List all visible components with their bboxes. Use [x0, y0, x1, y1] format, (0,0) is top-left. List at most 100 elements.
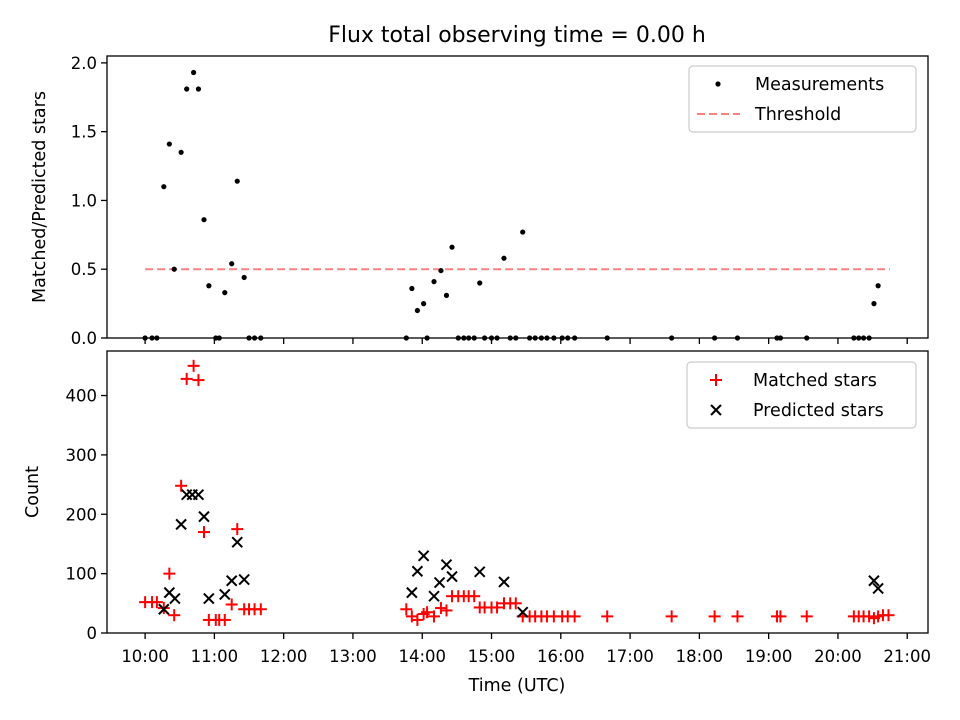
matched-star-point [601, 610, 614, 623]
measurement-point [481, 335, 488, 341]
predicted-star-point [417, 550, 430, 562]
predicted-star-point [868, 575, 880, 587]
measurement-point [149, 335, 155, 341]
measurement-point [461, 335, 467, 341]
ratio-y-axis: 0.0 0.5 1.0 1.5 2.0 [71, 54, 107, 348]
predicted-star-point [406, 586, 418, 599]
ratio-legend: Measurements Threshold [688, 65, 917, 133]
measurement-point [507, 335, 513, 341]
legend-marker-measurements [715, 81, 721, 87]
measurement-point [669, 335, 675, 341]
measurement-point [171, 266, 177, 272]
predicted-star-point [872, 582, 884, 595]
measurement-point [851, 335, 857, 341]
measurement-point [241, 274, 247, 281]
matched-star-point [254, 603, 267, 616]
matched-star-point [180, 372, 193, 385]
predicted-star-point [180, 488, 193, 501]
matched-star-point [665, 610, 678, 623]
matched-star-point [175, 479, 188, 492]
measurement-point [520, 229, 526, 235]
matched-star-point [192, 374, 205, 387]
measurement-point [258, 335, 264, 341]
matched-star-point [400, 603, 413, 616]
measurement-point [191, 69, 197, 76]
counts-y-tick-label: 200 [66, 505, 98, 524]
measurement-point [234, 178, 240, 184]
measurement-point [409, 285, 415, 292]
counts-plot-frame [106, 350, 929, 634]
matched-star-point [509, 597, 522, 610]
measurement-point [466, 335, 472, 341]
measurement-point [712, 335, 718, 341]
predicted-star-point [175, 518, 187, 531]
x-tick-label: 21:00 [883, 647, 931, 666]
matched-star-point [708, 610, 721, 623]
matched-star-point [882, 609, 895, 622]
measurement-point [856, 335, 862, 341]
ratio-y-tick-label: 1.0 [71, 191, 97, 210]
counts-y-tick-label: 100 [66, 565, 98, 584]
predicted-star-point [474, 566, 486, 578]
measurement-point [804, 335, 810, 341]
measurement-point [229, 261, 235, 267]
measurement-point [438, 267, 444, 274]
measurement-point [154, 335, 160, 341]
matched-star-point [150, 596, 163, 609]
predicted-star-point [446, 570, 458, 583]
measurement-point [206, 283, 212, 289]
measurement-point [216, 335, 222, 341]
measurement-point [875, 283, 881, 289]
measurement-point [201, 217, 207, 223]
ratio-y-axis-label: Matched/Predicted stars [30, 91, 50, 303]
measurement-point [222, 290, 228, 296]
predicted-star-point [516, 606, 529, 618]
predicted-star-point [169, 592, 181, 605]
matched-star-point [800, 610, 813, 623]
predicted-star-point [428, 590, 440, 602]
measurement-point [565, 335, 571, 341]
ratio-x-ticks [144, 338, 908, 344]
matched-star-point [187, 359, 200, 372]
legend-marker-matched [710, 374, 722, 386]
measurement-point [513, 335, 519, 341]
measurement-point [572, 335, 578, 341]
measurement-point [403, 335, 409, 341]
measurement-point [184, 86, 190, 92]
measurement-point [532, 335, 538, 341]
measurement-point [604, 335, 610, 341]
measurement-point [246, 335, 252, 341]
measurement-point [471, 335, 477, 341]
counts-y-tick-label: 300 [66, 446, 98, 465]
x-tick-label: 20:00 [814, 647, 862, 666]
x-tick-label: 18:00 [676, 647, 724, 666]
ratio-y-tick-label: 0.5 [71, 260, 97, 279]
matched-star-point [218, 613, 231, 626]
x-tick-label: 17:00 [606, 647, 654, 666]
predicted-star-point [198, 510, 210, 523]
legend-marker-predicted [710, 404, 722, 416]
matched-star-point [225, 598, 238, 611]
measurement-point [866, 335, 872, 341]
counts-legend: Matched stars Predicted stars [686, 361, 917, 429]
legend-label-matched: Matched stars [753, 371, 877, 391]
measurement-point [494, 335, 500, 341]
measurement-point [443, 292, 450, 298]
x-tick-label: 16:00 [537, 647, 585, 666]
measurement-point [538, 335, 545, 341]
measurement-point [455, 335, 461, 341]
measurement-point [449, 244, 455, 250]
predicted-star-point [238, 573, 250, 586]
matched-star-point [434, 602, 447, 615]
predicted-star-point [203, 592, 215, 605]
x-tick-label: 12:00 [260, 647, 308, 666]
measurement-point [161, 184, 167, 190]
counts-y-axis: 0 100 200 300 400 [66, 387, 107, 643]
measurement-point [777, 335, 784, 341]
measurement-point [871, 301, 877, 307]
matched-star-point [731, 610, 744, 623]
matched-star-point [568, 610, 581, 623]
counts-y-axis-label: Count [23, 466, 43, 518]
